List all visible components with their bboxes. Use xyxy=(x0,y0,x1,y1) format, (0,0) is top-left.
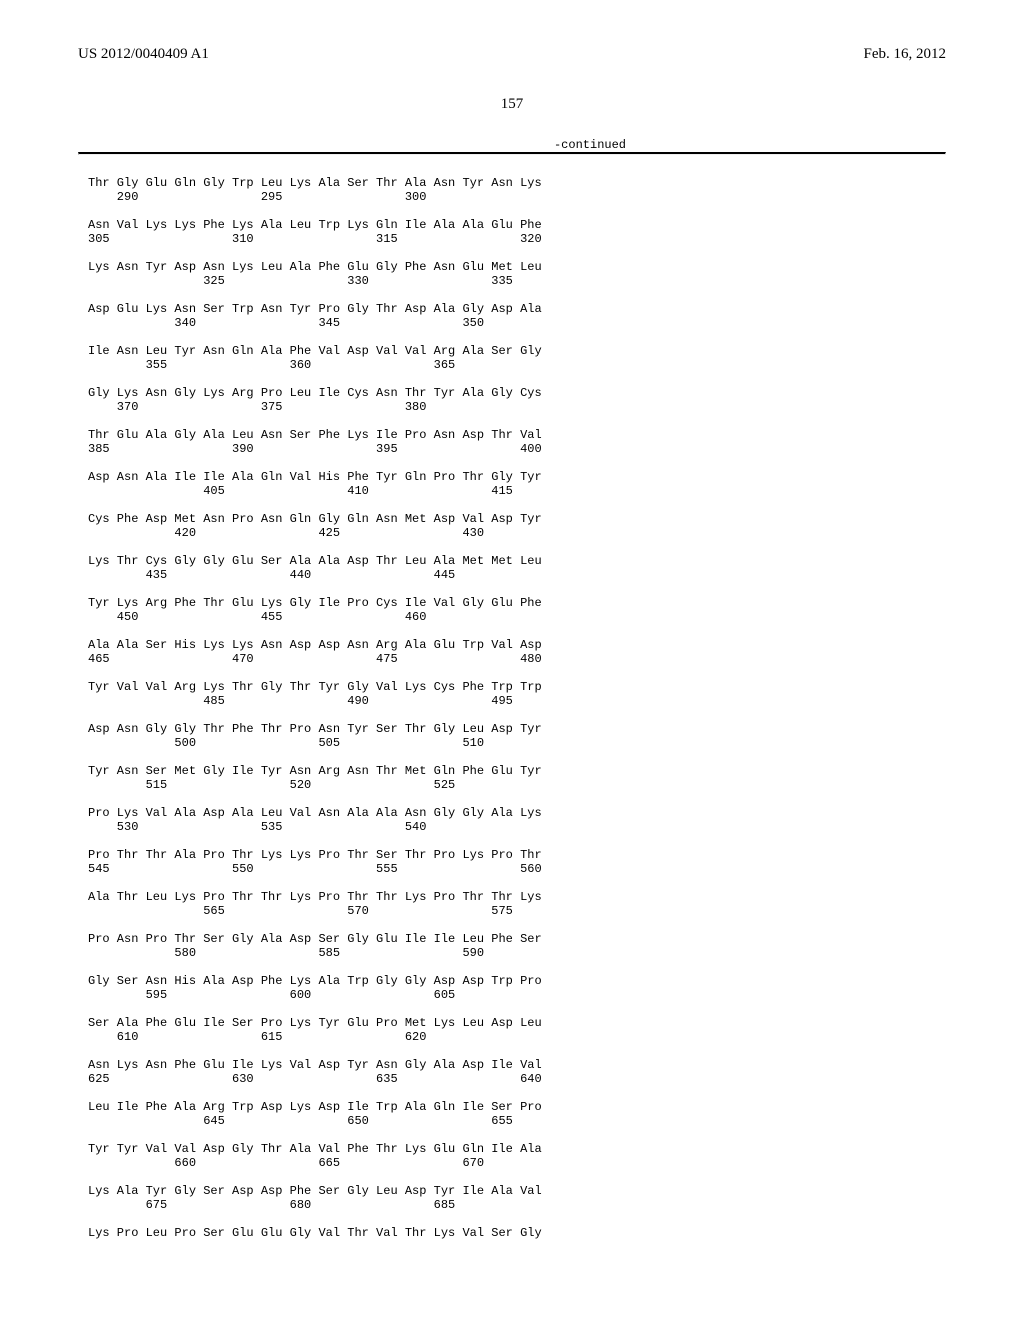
page: US 2012/0040409 A1 Feb. 16, 2012 157 -co… xyxy=(0,0,1024,1320)
header-date: Feb. 16, 2012 xyxy=(864,46,947,63)
top-rule xyxy=(78,152,946,155)
header-pub-number: US 2012/0040409 A1 xyxy=(78,46,209,63)
continued-box: -continued xyxy=(78,152,946,155)
sequence-listing: Thr Gly Glu Gln Gly Trp Leu Lys Ala Ser … xyxy=(88,176,542,1240)
page-number: 157 xyxy=(0,96,1024,113)
continued-label: -continued xyxy=(554,138,626,152)
